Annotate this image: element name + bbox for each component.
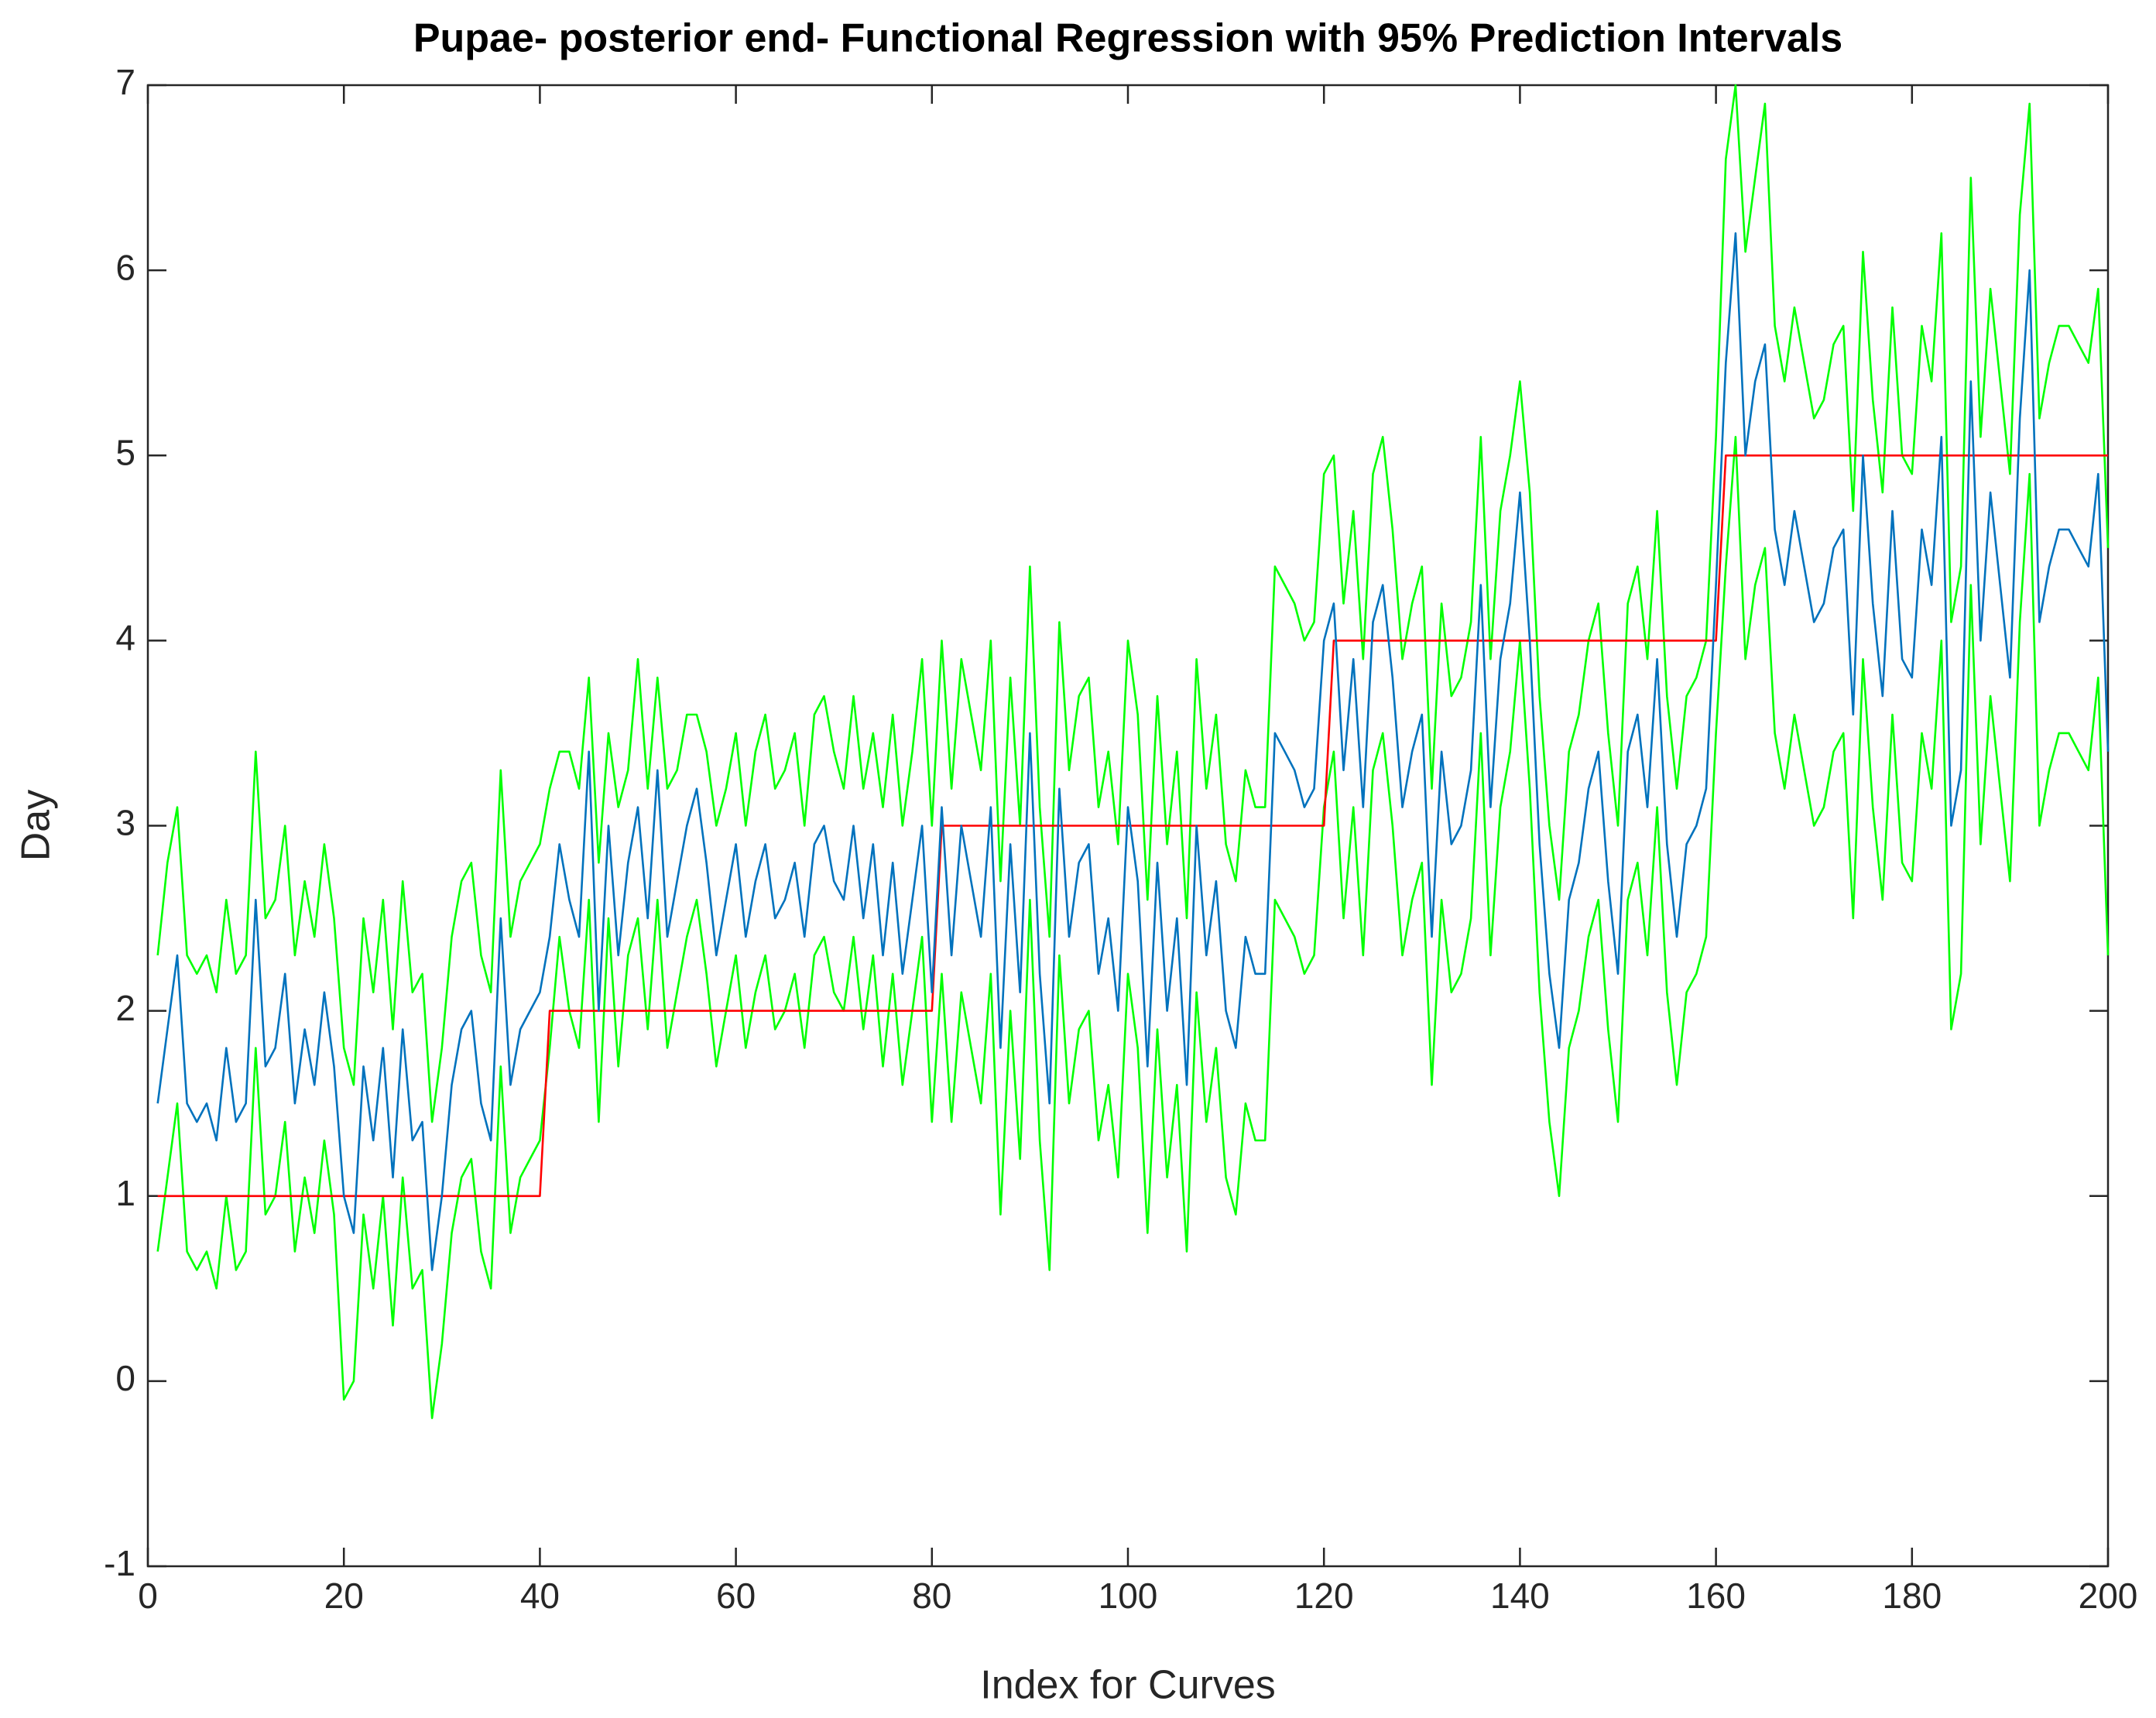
chart-title: Pupae- posterior end- Functional Regress…: [413, 16, 1842, 61]
x-tick-label: 0: [138, 1576, 158, 1616]
y-tick-label: 3: [115, 803, 135, 843]
y-axis-label: Day: [14, 790, 59, 861]
y-tick-label: 1: [115, 1173, 135, 1213]
y-tick-label: -1: [104, 1543, 135, 1583]
y-tick-label: 6: [115, 247, 135, 287]
y-tick-label: 5: [115, 432, 135, 472]
y-tick-label: 0: [115, 1358, 135, 1398]
y-tick-label: 7: [115, 62, 135, 102]
y-tick-label: 2: [115, 988, 135, 1028]
x-tick-label: 40: [520, 1576, 560, 1616]
x-tick-label: 180: [1882, 1576, 1942, 1616]
series-line: [156, 436, 2110, 1419]
x-axis-label: Index for Curves: [980, 1663, 1276, 1708]
x-tick-label: 120: [1294, 1576, 1354, 1616]
x-tick-label: 140: [1490, 1576, 1550, 1616]
series-line: [156, 84, 2110, 1123]
x-tick-label: 100: [1099, 1576, 1158, 1616]
y-tick-label: 4: [115, 618, 135, 658]
series-line: [156, 232, 2110, 1271]
lines: [156, 84, 2110, 1419]
x-tick-label: 160: [1686, 1576, 1746, 1616]
x-tick-label: 60: [716, 1576, 756, 1616]
x-tick-label: 20: [324, 1576, 364, 1616]
x-tick-label: 200: [2079, 1576, 2138, 1616]
x-tick-label: 80: [912, 1576, 951, 1616]
series-line: [157, 454, 2108, 1198]
